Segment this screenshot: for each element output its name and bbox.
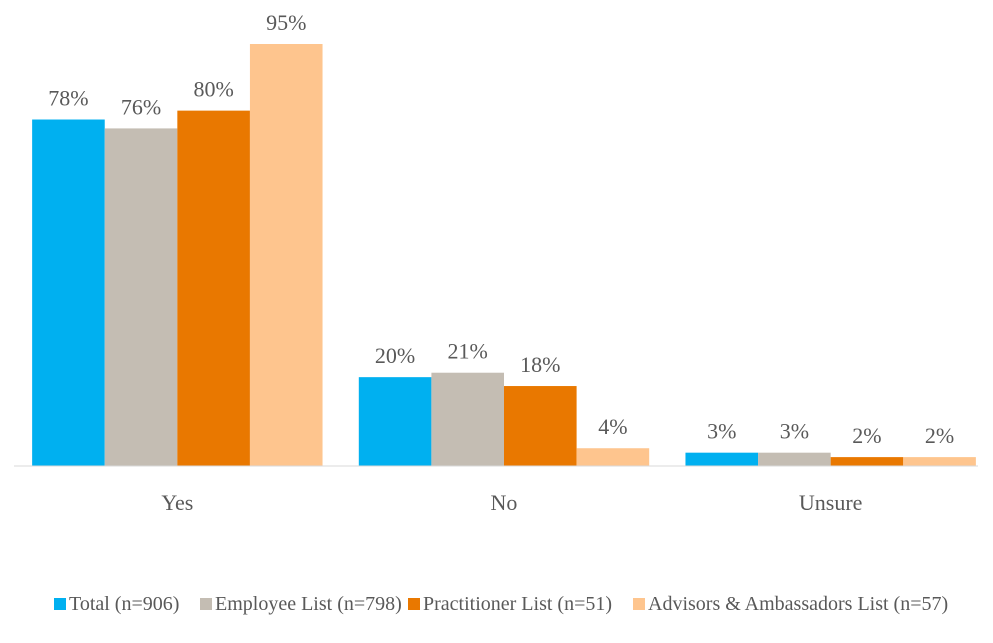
- bar: [830, 457, 904, 466]
- value-label: 2%: [852, 423, 881, 448]
- value-label: 21%: [448, 339, 488, 364]
- x-tick-label: Yes: [161, 490, 193, 515]
- legend: Total (n=906) Employee List (n=798) Practi…: [0, 592, 993, 643]
- value-label: 4%: [598, 414, 627, 439]
- legend-item: Total (n=906): [54, 592, 189, 616]
- x-tick-label: No: [491, 490, 518, 515]
- bar: [903, 457, 976, 466]
- legend-item: Practitioner List (n=51): [408, 592, 638, 616]
- value-label: 76%: [121, 94, 161, 119]
- value-label: 3%: [780, 419, 809, 444]
- legend-swatch: [633, 598, 645, 610]
- legend-label: Practitioner List (n=51): [423, 593, 613, 615]
- bar: [504, 386, 577, 466]
- bar: [32, 119, 105, 466]
- value-label: 80%: [193, 77, 233, 102]
- legend-item: Advisors & Ambassadors List (n=57): [633, 592, 988, 616]
- value-label: 3%: [707, 419, 736, 444]
- plot: Yes 78% 76% 80% 95% No 20% 21% 18% 4% Unsure 3% 3% 2%…: [14, 10, 978, 515]
- bar: [431, 372, 504, 466]
- value-label: 95%: [266, 10, 306, 35]
- bar: [249, 44, 323, 466]
- value-label: 78%: [48, 86, 88, 111]
- bar: [177, 110, 250, 466]
- legend-item: Employee List (n=798): [200, 592, 415, 616]
- legend-swatch: [200, 598, 212, 610]
- legend-label: Total (n=906): [69, 593, 180, 615]
- legend-swatch: [408, 598, 420, 610]
- x-tick-label: Unsure: [799, 490, 863, 515]
- bar: [758, 452, 831, 466]
- legend-label: Advisors & Ambassadors List (n=57): [648, 593, 949, 615]
- bar: [576, 448, 650, 466]
- bar: [685, 452, 759, 466]
- value-label: 20%: [375, 343, 415, 368]
- value-label: 2%: [925, 423, 954, 448]
- bar: [358, 377, 432, 466]
- value-label: 18%: [520, 352, 560, 377]
- legend-label: Employee List (n=798): [215, 593, 402, 615]
- bar: [104, 128, 178, 466]
- legend-swatch: [54, 598, 66, 610]
